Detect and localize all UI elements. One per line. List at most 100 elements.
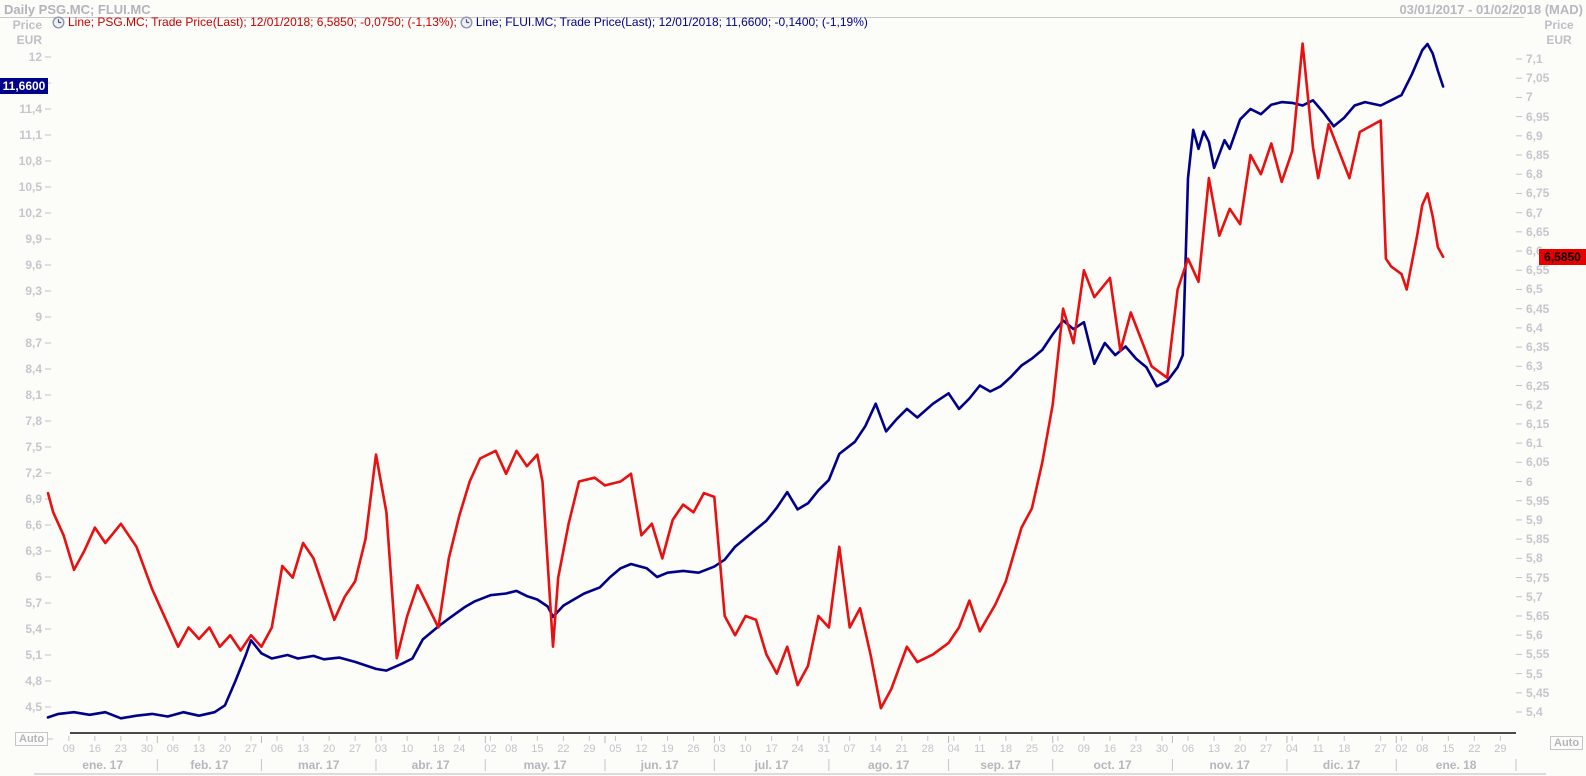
- left-axis-tick-label: 4,5: [25, 700, 42, 714]
- left-axis-tick-label: 10,2: [18, 206, 42, 220]
- day-label: 29: [583, 743, 596, 755]
- left-axis-auto-button[interactable]: Auto: [15, 732, 49, 746]
- month-label: abr. 17: [411, 758, 450, 772]
- right-axis-tick-label: 6,7: [1526, 205, 1543, 220]
- day-label: 23: [1129, 743, 1143, 755]
- left-axis-tick-label: 6,9: [25, 492, 42, 506]
- left-axis-tick-label: 5,1: [25, 648, 42, 662]
- left-axis-tick-label: 6: [35, 570, 42, 584]
- day-label: 10: [739, 743, 752, 755]
- day-label: 05: [609, 743, 622, 755]
- day-label: 06: [1181, 743, 1195, 755]
- right-axis-tick-label: 6,05: [1526, 455, 1550, 470]
- month-label: feb. 17: [190, 758, 229, 772]
- left-axis-tick-label: 4,8: [25, 674, 42, 688]
- right-axis-tick-label: 6,35: [1526, 340, 1550, 355]
- right-axis-tick-label: 5,9: [1526, 512, 1543, 527]
- right-axis-auto-button[interactable]: Auto: [1550, 736, 1584, 750]
- day-label: 11: [974, 743, 986, 755]
- day-label: 02: [1051, 743, 1065, 755]
- right-axis-tick-label: 6,95: [1526, 109, 1550, 124]
- right-axis-tick-label: 5,45: [1526, 685, 1550, 700]
- day-label: 13: [192, 743, 206, 755]
- day-label: 15: [531, 743, 544, 755]
- right-axis-tick-label: 6,65: [1526, 224, 1550, 239]
- left-axis-tick-label: 11,4: [19, 102, 42, 116]
- left-axis-tick-label: 9,9: [25, 232, 42, 246]
- legend-entry-psg[interactable]: Line; PSG.MC; Trade Price(Last); 12/01/2…: [52, 15, 457, 29]
- left-axis-title: Price: [12, 18, 42, 32]
- day-label: 13: [296, 743, 310, 755]
- day-label: 18: [432, 743, 445, 755]
- right-axis-tick-label: 6,8: [1526, 167, 1543, 182]
- flui-price-line[interactable]: [46, 42, 1445, 720]
- right-axis-tick-label: 6: [1526, 474, 1533, 489]
- day-label: 09: [1077, 743, 1091, 755]
- right-axis-tick-label: 7,1: [1526, 52, 1543, 66]
- right-axis-tick-label: 5,7: [1526, 589, 1543, 604]
- left-axis-tick-label: 8,7: [25, 336, 42, 350]
- legend-text-psg: Line; PSG.MC; Trade Price(Last); 12/01/2…: [68, 15, 457, 29]
- date-range-label: 03/01/2017 - 01/02/2018 (MAD): [1399, 2, 1583, 17]
- month-label: ago. 17: [868, 758, 910, 772]
- left-axis-currency: EUR: [16, 33, 42, 47]
- left-axis-tick-label: 6,6: [25, 518, 42, 532]
- day-label: 02: [1395, 743, 1408, 755]
- day-label: 26: [687, 743, 700, 755]
- right-axis-tick-label: 6,9: [1526, 128, 1543, 143]
- month-label: may. 17: [523, 758, 567, 772]
- right-axis-tick-label: 6,25: [1526, 378, 1550, 393]
- right-axis-tick-label: 6,45: [1526, 301, 1550, 316]
- day-label: 17: [765, 743, 778, 755]
- left-axis-tick-label: 11,1: [19, 128, 42, 142]
- right-axis-currency: EUR: [1546, 33, 1572, 47]
- day-label: 20: [218, 743, 232, 755]
- right-axis-tick-label: 6,75: [1526, 186, 1550, 201]
- month-label: sep. 17: [980, 758, 1021, 772]
- month-label: ene. 17: [82, 758, 123, 772]
- right-axis-tick-label: 5,4: [1526, 705, 1543, 719]
- day-label: 16: [88, 743, 101, 755]
- left-axis-tick-label: 7,2: [25, 466, 42, 480]
- left-axis-tick-label: 7,8: [25, 414, 42, 428]
- month-label: mar. 17: [298, 758, 340, 772]
- day-label: 09: [62, 743, 75, 755]
- month-label: jun. 17: [640, 758, 679, 772]
- day-label: 22: [1468, 743, 1481, 755]
- right-axis-tick-label: 5,65: [1526, 608, 1550, 623]
- right-axis-tick-label: 5,5: [1526, 666, 1543, 681]
- left-axis-tick-label: 5,4: [25, 622, 42, 636]
- day-label: 31: [817, 743, 830, 755]
- left-axis-tick-label: 9,3: [25, 284, 42, 298]
- left-axis-tick-label: 10,5: [18, 180, 42, 194]
- month-label: dic. 17: [1322, 758, 1361, 772]
- legend: Line; PSG.MC; Trade Price(Last); 12/01/2…: [52, 15, 868, 29]
- left-axis-tick-label: 8,1: [25, 388, 42, 402]
- day-label: 08: [505, 743, 518, 755]
- day-label: 24: [453, 743, 466, 755]
- day-label: 14: [869, 743, 882, 755]
- legend-entry-flui[interactable]: Line; FLUI.MC; Trade Price(Last); 12/01/…: [460, 15, 868, 29]
- day-label: 29: [1494, 743, 1507, 755]
- day-label: 18: [999, 743, 1012, 755]
- psg-price-line[interactable]: [46, 42, 1445, 710]
- right-axis-tick-label: 6,1: [1526, 436, 1543, 451]
- day-label: 08: [1416, 743, 1429, 755]
- legend-text-flui: Line; FLUI.MC; Trade Price(Last); 12/01/…: [475, 15, 868, 29]
- day-label: 28: [921, 743, 934, 755]
- right-axis-tick-label: 5,85: [1526, 532, 1550, 547]
- left-axis-tick-label: 9,6: [25, 258, 42, 272]
- day-label: 27: [1260, 743, 1273, 755]
- flui-last-price-badge: 11,6600: [0, 78, 48, 95]
- day-label: 27: [244, 743, 258, 755]
- left-axis-tick-label: 12: [28, 50, 42, 64]
- day-label: 20: [322, 743, 336, 755]
- day-label: 23: [114, 743, 127, 755]
- day-label: 22: [557, 743, 570, 755]
- right-axis-tick-label: 7: [1526, 90, 1533, 105]
- left-axis-tick-label: 6,3: [25, 544, 42, 558]
- right-axis-tick-label: 6,2: [1526, 397, 1543, 412]
- day-label: 07: [843, 743, 856, 755]
- right-axis-tick-label: 5,8: [1526, 551, 1543, 566]
